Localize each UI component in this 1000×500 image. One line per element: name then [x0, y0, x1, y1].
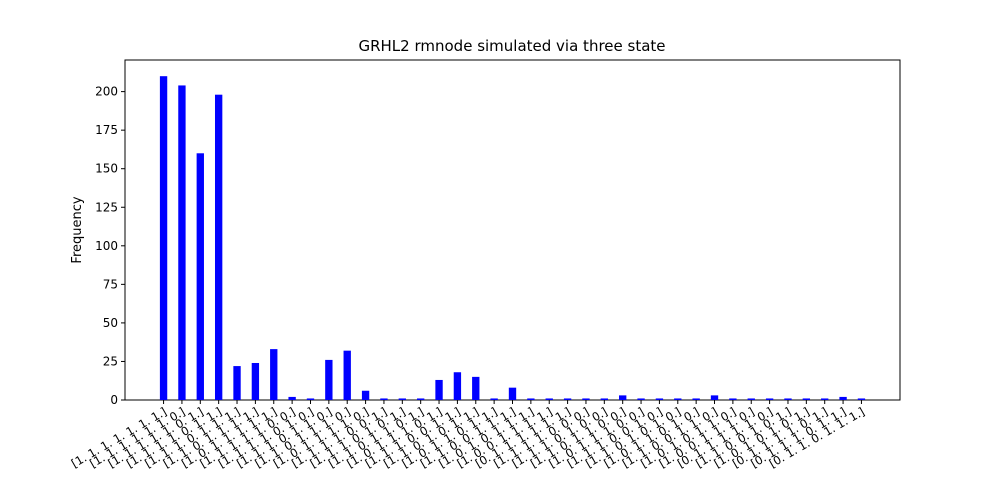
y-tick-label: 125 — [95, 200, 118, 214]
bar — [472, 376, 480, 400]
bar — [343, 350, 351, 400]
bar — [490, 398, 498, 400]
bar — [178, 85, 186, 401]
y-tick-label: 150 — [95, 162, 118, 176]
y-tick-label: 25 — [103, 354, 118, 368]
bar — [674, 398, 682, 400]
y-axis-label: Frequency — [70, 196, 85, 263]
bar — [435, 379, 443, 400]
bar — [233, 366, 241, 400]
bar — [270, 349, 278, 400]
bar — [802, 398, 811, 400]
bar — [288, 396, 296, 400]
bar — [325, 359, 333, 400]
axes-frame — [124, 59, 901, 401]
bar — [545, 398, 553, 400]
bar — [710, 395, 719, 400]
bar — [508, 387, 517, 400]
bar — [619, 395, 627, 400]
bar — [563, 398, 572, 400]
y-tick-label: 200 — [95, 85, 118, 99]
bar — [214, 94, 223, 400]
y-tick-label: 0 — [110, 393, 118, 407]
bar — [398, 398, 406, 400]
bar — [692, 398, 700, 400]
bar — [765, 398, 774, 400]
bar — [196, 153, 204, 400]
bar — [380, 398, 388, 400]
bar — [251, 362, 260, 400]
bar — [159, 76, 168, 400]
bar — [655, 398, 664, 400]
bar — [821, 398, 829, 400]
bar — [637, 398, 645, 400]
bar — [729, 398, 737, 400]
bar — [582, 398, 590, 400]
y-tick-label: 75 — [103, 277, 118, 291]
bar — [784, 398, 792, 400]
y-tick-label: 175 — [95, 123, 118, 137]
bar — [453, 372, 462, 400]
chart-title: GRHL2 rmnode simulated via three state — [358, 37, 665, 55]
bar — [417, 398, 425, 400]
y-tick-label: 50 — [103, 316, 118, 330]
bar — [527, 398, 535, 400]
y-tick-label: 100 — [95, 239, 118, 253]
bar — [600, 398, 608, 400]
bar — [747, 398, 755, 400]
bar — [306, 398, 315, 400]
bar — [839, 396, 847, 400]
bar — [361, 390, 370, 400]
bar — [857, 398, 866, 400]
